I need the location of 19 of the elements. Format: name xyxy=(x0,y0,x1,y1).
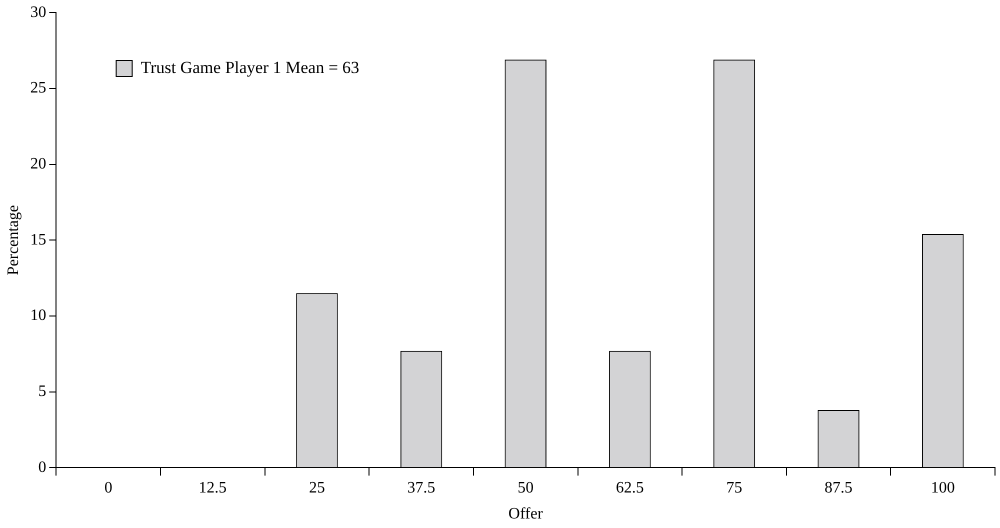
x-tick-label: 62.5 xyxy=(616,479,644,496)
y-tick-label: 30 xyxy=(30,4,46,21)
x-tick-label: 50 xyxy=(518,479,534,496)
x-tick-label: 100 xyxy=(930,479,955,496)
x-tick-label: 37.5 xyxy=(407,479,436,496)
x-axis-title: Offer xyxy=(508,506,544,523)
y-tick-label: 20 xyxy=(30,155,46,172)
x-tick-label: 25 xyxy=(308,479,325,496)
y-tick-label: 10 xyxy=(30,307,46,324)
y-tick-label: 15 xyxy=(30,231,46,248)
legend-label: Trust Game Player 1 Mean = 63 xyxy=(140,58,360,77)
y-tick-label: 25 xyxy=(30,80,46,97)
y-tick-label: 5 xyxy=(38,382,46,400)
x-tick-label: 0 xyxy=(104,479,112,496)
x-tick-label: 87.5 xyxy=(824,479,853,496)
x-tick-label: 75 xyxy=(726,479,742,496)
y-tick-label: 0 xyxy=(38,458,46,476)
y-axis-title: Percentage xyxy=(4,205,22,276)
x-tick-label: 12.5 xyxy=(198,479,227,496)
